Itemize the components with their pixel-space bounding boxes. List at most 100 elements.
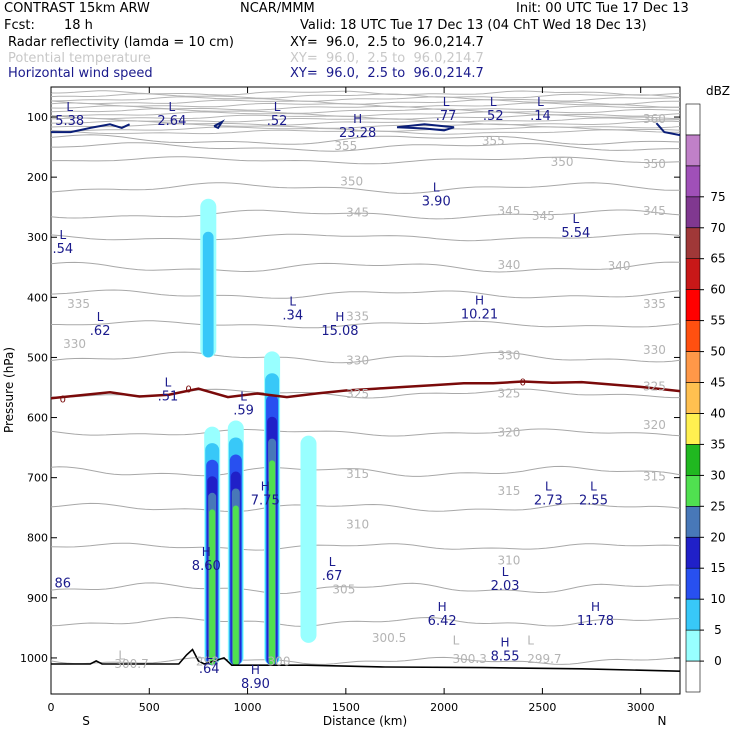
theta-label: 355 [334, 139, 357, 153]
y-tick-label: 400 [27, 291, 48, 304]
model-title: CONTRAST 15km ARW [4, 1, 150, 16]
y-tick-label: 300 [27, 231, 48, 244]
wind-speed-contours [51, 119, 680, 137]
x-tick-label: 3000 [627, 701, 655, 714]
colorbar-label: 60 [710, 283, 725, 297]
theta-contour [51, 142, 680, 152]
colorbar-box [685, 320, 701, 352]
wind-extremum-value: .77 [436, 109, 457, 124]
theta-label: 330 [63, 337, 86, 351]
theta-label: 345 [532, 209, 555, 223]
theta-label: 345 [346, 206, 369, 220]
wind-contour [51, 123, 131, 134]
theta-label: 315 [643, 469, 666, 483]
axes: 0 500 1000 1500 2000 2500 30001002003004005006… [20, 87, 680, 714]
wind-extremum-value: 2.55 [579, 494, 608, 509]
y-tick-label: 500 [27, 351, 48, 364]
wind-extremum-value: .59 [233, 404, 254, 419]
wind-extremum-value: .52 [267, 114, 288, 129]
x-tick-label: 1500 [332, 701, 360, 714]
theta-contour-upper [51, 105, 680, 111]
x-tick-label: 2500 [528, 701, 556, 714]
theta-label: 300 [268, 655, 291, 669]
colorbar-unit: dBZ [706, 84, 730, 98]
freezing-level-label: 0 [185, 385, 191, 396]
wind-extremum-type: L [59, 228, 66, 242]
colorbar-box [685, 289, 701, 321]
theta-contour [51, 428, 680, 437]
wind-extremum-value: 2.03 [491, 579, 520, 594]
y-tick-label: 700 [27, 472, 48, 485]
colorbar-label: 30 [710, 468, 725, 482]
wind-extremum-type: L [537, 95, 544, 109]
theta-label: 298 [196, 655, 219, 669]
wind-extremum-type: H [202, 545, 211, 559]
colorbar-box [685, 103, 701, 136]
theta-labels: 360 355 355 350 350 350 345 345 345 345 340 340 335 3… [63, 112, 666, 671]
wind-contour [396, 123, 455, 132]
wind-extremum-value: 5.38 [55, 114, 84, 129]
terrain-line [51, 648, 680, 672]
theta-label: 340 [498, 258, 521, 272]
y-tick-label: 900 [27, 592, 48, 605]
theta-contour-upper [51, 90, 680, 96]
wind-extremum-type: H [251, 663, 260, 677]
wind-extremum-type: L [274, 100, 281, 114]
wind-extremum-type: L [165, 376, 172, 390]
theta-contour-upper [51, 96, 680, 102]
theta-low-marker: L [118, 649, 125, 663]
theta-label: 299.7 [527, 652, 561, 666]
theta-label: 300.7 [114, 657, 148, 671]
x-tick-label: 500 [139, 701, 160, 714]
freezing-level-label: 0 [520, 377, 526, 388]
colorbar-label: 70 [710, 221, 725, 235]
theta-contour [51, 289, 680, 299]
reflectivity-cell [202, 231, 214, 358]
colorbar-label: 65 [710, 252, 725, 266]
theta-contour [51, 233, 680, 242]
theta-label: 350 [340, 174, 363, 188]
wind-extremum-type: L [206, 648, 213, 662]
theta-contour [51, 582, 680, 595]
valid-time: Valid: 18 UTC Tue 17 Dec 13 (04 ChT Wed … [300, 18, 647, 33]
x-tick-label: 1000 [234, 701, 262, 714]
colorbar-box [685, 196, 701, 229]
wind-extremum-value: .52 [483, 109, 504, 124]
theta-contour [51, 616, 680, 627]
wind-extremum-value: .34 [282, 309, 303, 324]
reflectivity-cell [232, 505, 239, 666]
colorbar-label: 10 [710, 592, 725, 606]
wind-extremum-value: 3.90 [422, 194, 451, 209]
theta-contour-upper [51, 120, 680, 126]
theta-contour [51, 261, 680, 273]
colorbar-label: 75 [710, 190, 725, 204]
colorbar-box [685, 475, 701, 507]
theta-contour [51, 465, 680, 477]
theta-contours [51, 90, 680, 665]
wind-extremum-type: L [443, 95, 450, 109]
wind-extremum-type: H [501, 635, 510, 649]
theta-contour-upper [51, 108, 680, 114]
field-reflectivity-name: Radar reflectivity (lamda = 10 cm) [8, 35, 234, 50]
theta-label: 320 [643, 418, 666, 432]
wind-extremum-type: H [261, 480, 270, 494]
wind-extremum-type: H [335, 310, 344, 324]
wind-extremum-value: 8.90 [241, 677, 270, 692]
colorbar-box [685, 598, 701, 631]
theta-label: 335 [346, 310, 369, 324]
theta-label: 340 [608, 259, 631, 273]
wind-extremum-value: .14 [530, 109, 551, 124]
theta-contour [51, 156, 680, 165]
theta-label: 325 [498, 387, 521, 401]
theta-label: 330 [346, 353, 369, 367]
wind-extremum-type: L [97, 310, 104, 324]
wind-extremum-value: 8.55 [491, 649, 520, 664]
wind-extremum-type: L [572, 212, 579, 226]
wind-extremum-value: 6.42 [428, 614, 457, 629]
freezing-level-line [51, 380, 680, 400]
x-tick-label: 2000 [430, 701, 458, 714]
theta-label: 330 [643, 343, 666, 357]
colorbar-box [685, 382, 701, 414]
x-tick-label: 0 [48, 701, 55, 714]
theta-label: 360 [643, 112, 666, 126]
